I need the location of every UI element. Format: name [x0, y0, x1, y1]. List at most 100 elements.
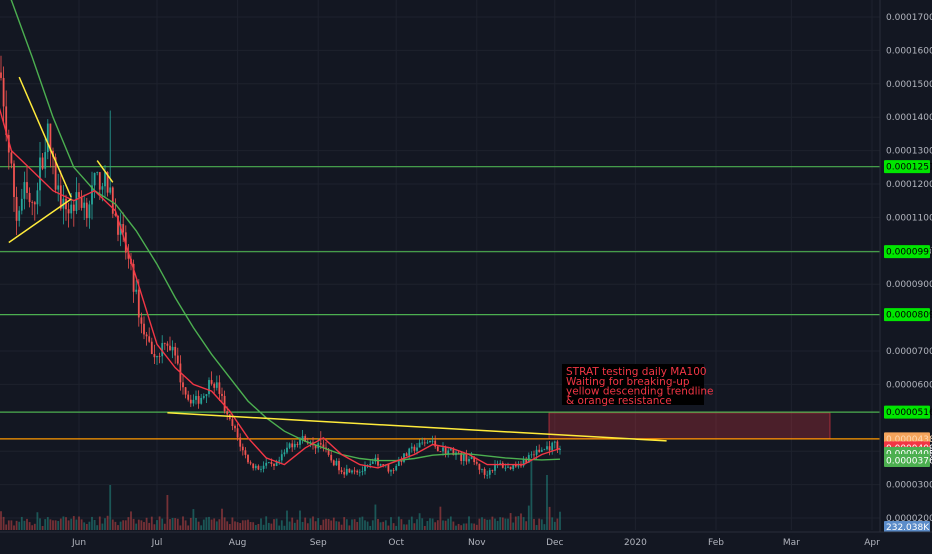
candle-body[interactable] [57, 185, 60, 190]
candle-body[interactable] [234, 425, 236, 429]
candle-body[interactable] [88, 204, 91, 219]
candle-body[interactable] [501, 463, 504, 468]
candle-body[interactable] [439, 451, 442, 453]
candle-body[interactable] [444, 447, 447, 455]
candle-body[interactable] [98, 172, 101, 190]
candle-body[interactable] [223, 395, 226, 412]
candle-body[interactable] [299, 439, 301, 445]
trendline[interactable] [96, 160, 114, 183]
candle-body[interactable] [0, 72, 2, 78]
candle-body[interactable] [70, 204, 73, 214]
candle-body[interactable] [226, 411, 229, 415]
candle-body[interactable] [23, 182, 26, 199]
candle-body[interactable] [418, 442, 421, 448]
candle-body[interactable] [114, 213, 117, 216]
candle-body[interactable] [382, 464, 385, 466]
candle-body[interactable] [421, 442, 424, 444]
candle-body[interactable] [304, 436, 307, 442]
trendline[interactable] [18, 76, 72, 198]
candle-body[interactable] [546, 446, 548, 450]
candle-body[interactable] [460, 452, 463, 461]
candle-body[interactable] [548, 446, 551, 451]
candle-body[interactable] [522, 459, 525, 466]
candle-body[interactable] [332, 460, 335, 466]
candle-body[interactable] [104, 172, 106, 187]
candle-body[interactable] [400, 460, 403, 462]
candle-body[interactable] [481, 468, 483, 470]
candle-body[interactable] [301, 436, 304, 440]
candle-body[interactable] [535, 449, 538, 455]
candle-body[interactable] [127, 252, 130, 259]
candle-body[interactable] [468, 459, 470, 462]
candle-body[interactable] [148, 336, 151, 342]
candle-body[interactable] [213, 383, 216, 388]
candle-body[interactable] [392, 470, 395, 471]
candle-body[interactable] [244, 450, 247, 455]
candle-body[interactable] [197, 396, 200, 404]
candle-body[interactable] [351, 470, 353, 473]
candle-body[interactable] [494, 464, 496, 471]
candle-body[interactable] [340, 470, 343, 473]
candle-body[interactable] [457, 452, 460, 454]
candle-body[interactable] [241, 446, 244, 451]
candle-body[interactable] [239, 437, 242, 447]
candle-body[interactable] [18, 210, 21, 221]
candle-body[interactable] [343, 472, 346, 475]
candle-body[interactable] [96, 172, 99, 173]
candle-body[interactable] [166, 343, 169, 346]
candle-body[interactable] [174, 346, 177, 356]
candle-body[interactable] [353, 470, 356, 472]
candle-body[interactable] [473, 456, 476, 463]
candle-body[interactable] [556, 441, 559, 451]
candle-body[interactable] [270, 462, 273, 464]
candle-body[interactable] [356, 470, 359, 473]
candle-body[interactable] [117, 215, 119, 235]
candle-body[interactable] [377, 457, 379, 466]
candle-body[interactable] [470, 456, 473, 460]
candle-body[interactable] [163, 343, 166, 344]
candle-body[interactable] [31, 202, 34, 203]
candle-body[interactable] [413, 446, 416, 451]
candle-body[interactable] [85, 202, 88, 219]
candle-body[interactable] [150, 341, 153, 354]
candle-body[interactable] [135, 289, 138, 292]
candle-body[interactable] [543, 449, 546, 451]
candle-body[interactable] [530, 454, 533, 456]
candle-body[interactable] [262, 465, 265, 469]
moving-averages[interactable] [0, 0, 561, 469]
candle-body[interactable] [15, 196, 18, 221]
candle-body[interactable] [483, 468, 486, 475]
candle-body[interactable] [33, 202, 36, 205]
candle-body[interactable] [397, 460, 400, 466]
candle-body[interactable] [91, 185, 93, 205]
candle-body[interactable] [36, 190, 39, 205]
candle-body[interactable] [143, 323, 145, 335]
candle-body[interactable] [452, 448, 455, 456]
candle-body[interactable] [390, 470, 392, 472]
candle-body[interactable] [275, 461, 278, 466]
candle-body[interactable] [80, 197, 83, 208]
candle-body[interactable] [504, 467, 507, 469]
candle-body[interactable] [525, 459, 528, 463]
candle-body[interactable] [202, 396, 205, 398]
candle-body[interactable] [59, 185, 62, 209]
trendlines[interactable] [8, 76, 667, 442]
candle-body[interactable] [434, 440, 437, 447]
candle-body[interactable] [416, 447, 418, 451]
candle-body[interactable] [215, 382, 218, 388]
candle-body[interactable] [231, 419, 234, 426]
candle-body[interactable] [13, 163, 15, 197]
trendline[interactable] [8, 198, 72, 244]
candle-body[interactable] [72, 204, 75, 211]
candle-body[interactable] [327, 448, 330, 455]
candle-body[interactable] [156, 355, 158, 358]
candle-body[interactable] [431, 440, 434, 442]
candle-body[interactable] [358, 471, 361, 473]
candle-body[interactable] [520, 465, 522, 467]
candle-body[interactable] [330, 454, 333, 461]
candle-body[interactable] [429, 440, 431, 443]
candle-body[interactable] [78, 192, 80, 198]
candle-body[interactable] [75, 192, 78, 211]
candle-body[interactable] [410, 446, 413, 449]
candle-body[interactable] [512, 464, 515, 470]
